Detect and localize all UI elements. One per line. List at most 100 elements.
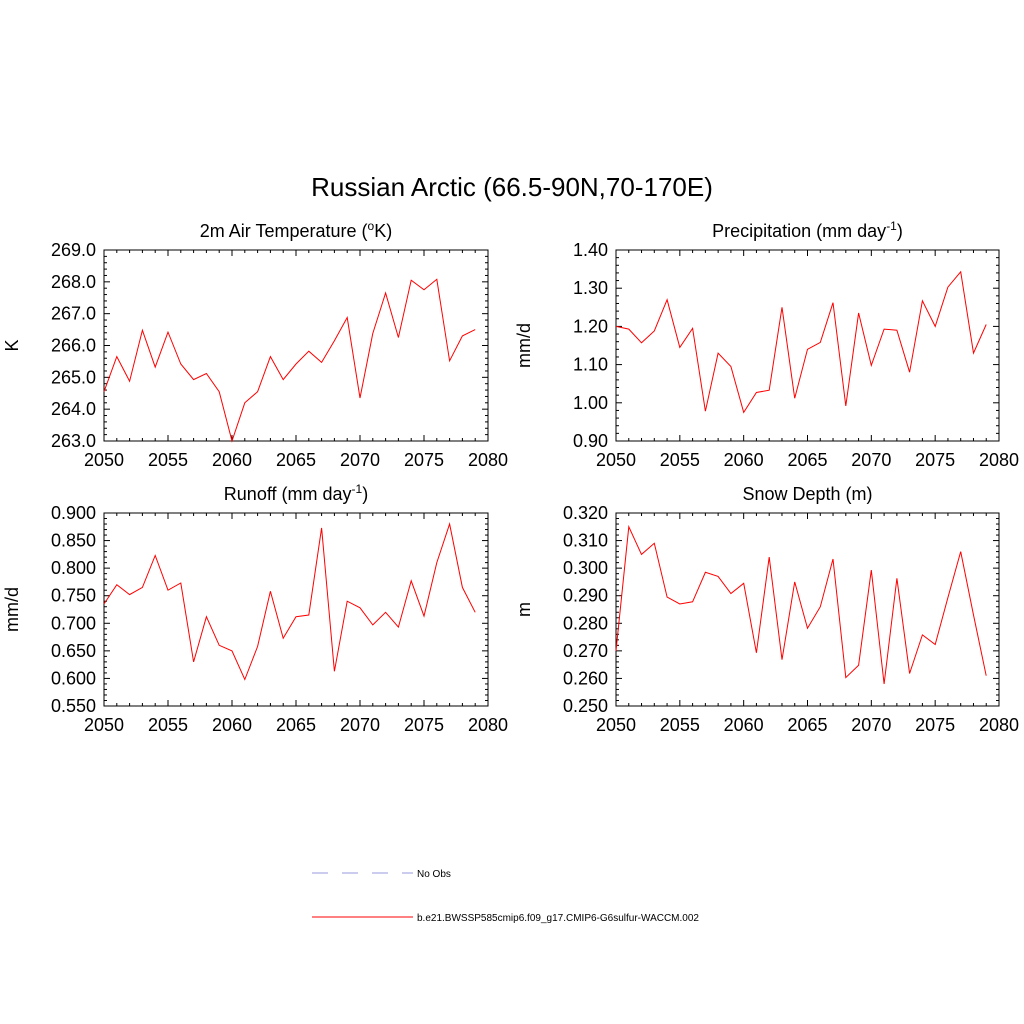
x-tick-label: 2075	[915, 450, 955, 470]
data-point	[384, 291, 387, 294]
x-tick-label: 2050	[84, 450, 124, 470]
data-point	[243, 678, 246, 681]
y-tick-label: 1.30	[573, 278, 608, 298]
x-tick-label: 2060	[212, 715, 252, 735]
panel-4: Snow Depth (m) m 2050 2055 2060 2065 2070 2075 2…	[514, 484, 1019, 735]
data-point	[985, 323, 988, 326]
x-tick-label: 2050	[596, 450, 636, 470]
y-tick-label: 0.300	[563, 558, 608, 578]
data-point	[141, 329, 144, 332]
data-point	[346, 316, 349, 319]
legend: No Obs b.e21.BWSSP585cmip6.f09_g17.CMIP6-…	[312, 869, 699, 924]
x-tick-label: 2060	[212, 450, 252, 470]
data-point	[256, 390, 259, 393]
panel-title: Precipitation (mm day-1)	[712, 219, 903, 241]
data-point	[666, 298, 669, 301]
data-point	[307, 350, 310, 353]
data-point	[768, 389, 771, 392]
x-tick-label: 2050	[84, 715, 124, 735]
y-tick-label: 0.270	[563, 641, 608, 661]
data-point	[410, 279, 413, 282]
data-point	[397, 626, 400, 629]
x-tick-label: 2070	[340, 715, 380, 735]
data-point	[282, 637, 285, 640]
x-tick-label: 2065	[787, 715, 827, 735]
data-point	[141, 586, 144, 589]
plot-frame	[615, 249, 1000, 442]
data-point	[908, 371, 911, 374]
data-point	[691, 600, 694, 603]
y-tick-label: 0.600	[51, 668, 96, 688]
data-point	[640, 341, 643, 344]
data-point	[742, 582, 745, 585]
data-point	[985, 674, 988, 677]
data-point	[384, 611, 387, 614]
y-tick-label: 0.90	[573, 431, 608, 451]
legend-entry-2: b.e21.BWSSP585cmip6.f09_g17.CMIP6-G6sulf…	[312, 913, 699, 924]
data-point	[359, 397, 362, 400]
data-point	[844, 676, 847, 679]
x-tick-label: 2065	[787, 450, 827, 470]
figure-title: Russian Arctic (66.5-90N,70-170E)	[311, 172, 713, 202]
data-point	[959, 550, 962, 553]
data-point	[269, 590, 272, 593]
data-point	[780, 658, 783, 661]
data-point	[819, 605, 822, 608]
data-point	[346, 600, 349, 603]
data-point	[717, 575, 720, 578]
data-point	[653, 542, 656, 545]
data-point	[832, 558, 835, 561]
data-point	[115, 355, 118, 358]
x-tick-label: 2070	[851, 715, 891, 735]
data-point	[615, 325, 618, 328]
data-point	[115, 583, 118, 586]
x-tick-label: 2080	[979, 450, 1019, 470]
x-tick-label: 2075	[915, 715, 955, 735]
data-point	[256, 645, 259, 648]
data-point	[768, 556, 771, 559]
y-tick-label: 269.0	[51, 240, 96, 260]
plot-frame	[103, 249, 489, 442]
data-point	[205, 372, 208, 375]
data-point	[461, 334, 464, 337]
data-point	[959, 270, 962, 273]
data-point	[870, 364, 873, 367]
data-point	[755, 651, 758, 654]
data-point	[946, 596, 949, 599]
data-point	[742, 411, 745, 414]
data-point	[883, 328, 886, 331]
y-tick-label: 1.40	[573, 240, 608, 260]
data-point	[192, 378, 195, 381]
data-point	[205, 615, 208, 618]
data-point	[857, 312, 860, 315]
y-tick-label: 263.0	[51, 431, 96, 451]
data-point	[934, 325, 937, 328]
data-point	[653, 329, 656, 332]
data-point	[972, 614, 975, 617]
data-point	[154, 554, 157, 557]
data-point	[333, 339, 336, 342]
data-point	[793, 580, 796, 583]
data-point	[474, 328, 477, 331]
plot-frame	[103, 512, 489, 707]
y-tick-label: 0.750	[51, 586, 96, 606]
data-point	[333, 670, 336, 673]
x-tick-label: 2080	[468, 450, 508, 470]
y-tick-label: 0.250	[563, 696, 608, 716]
x-tick-label: 2050	[596, 715, 636, 735]
y-tick-label: 0.260	[563, 668, 608, 688]
y-tick-label: 0.550	[51, 696, 96, 716]
y-tick-label: 1.20	[573, 316, 608, 336]
x-tick-label: 2055	[148, 450, 188, 470]
data-point	[179, 582, 182, 585]
series-line	[103, 522, 476, 681]
data-point	[934, 643, 937, 646]
data-point	[857, 664, 860, 667]
data-point	[678, 602, 681, 605]
data-point	[844, 404, 847, 407]
data-point	[103, 390, 106, 393]
series-line	[615, 270, 987, 414]
x-tick-label: 2075	[404, 450, 444, 470]
data-point	[704, 410, 707, 413]
